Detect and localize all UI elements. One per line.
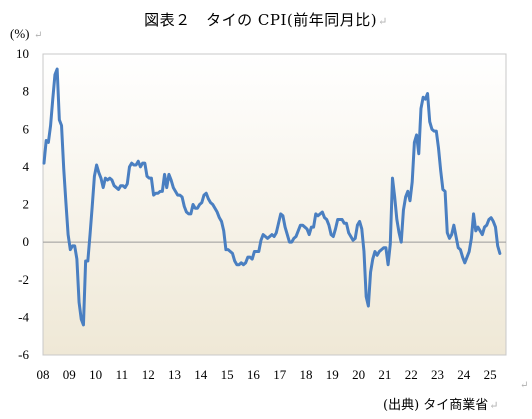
plot-area bbox=[42, 53, 507, 356]
y-tick-label: -6 bbox=[18, 347, 29, 362]
x-tick-label: 20 bbox=[352, 367, 365, 382]
y-tick-label: 4 bbox=[23, 159, 30, 174]
y-tick-label: 2 bbox=[23, 197, 30, 212]
x-tick-label: 10 bbox=[89, 367, 102, 382]
source-paragraph-mark-icon: ↵ bbox=[489, 399, 499, 412]
x-tick-label: 09 bbox=[63, 367, 76, 382]
x-tick-label: 11 bbox=[116, 367, 129, 382]
chart-title: 図表２ タイの CPI(前年同月比)↵ bbox=[144, 11, 388, 29]
paragraph-mark-icon: ↵ bbox=[378, 15, 388, 28]
x-tick-label: 14 bbox=[194, 367, 208, 382]
x-tick-label: 21 bbox=[378, 367, 391, 382]
y-tick-label: 10 bbox=[16, 46, 29, 61]
y-tick-label: 0 bbox=[23, 234, 30, 249]
source-note: (出典) タイ商業省↵ bbox=[383, 398, 499, 413]
x-tick-label: 25 bbox=[484, 367, 497, 382]
x-tick-label: 17 bbox=[273, 367, 287, 382]
x-tick-label: 08 bbox=[37, 367, 50, 382]
y-tick-label: 8 bbox=[23, 84, 30, 99]
y-tick-label: 6 bbox=[23, 121, 30, 136]
x-tick-label: 19 bbox=[326, 367, 339, 382]
corner-paragraph-mark-icon: ↵ bbox=[520, 380, 529, 391]
x-tick-label: 24 bbox=[457, 367, 471, 382]
unit-paragraph-mark-icon: ↵ bbox=[34, 30, 42, 41]
cpi-series-line bbox=[42, 67, 502, 327]
y-tick-label: -2 bbox=[18, 272, 29, 287]
x-tick-label: 13 bbox=[168, 367, 181, 382]
y-unit-label: (%) bbox=[10, 26, 30, 41]
x-tick-label: 23 bbox=[431, 367, 444, 382]
y-tick-label: -4 bbox=[18, 309, 29, 324]
x-tick-label: 18 bbox=[300, 367, 313, 382]
x-tick-label: 15 bbox=[221, 367, 234, 382]
x-tick-label: 22 bbox=[405, 367, 418, 382]
x-tick-label: 12 bbox=[142, 367, 155, 382]
x-tick-label: 16 bbox=[247, 367, 261, 382]
